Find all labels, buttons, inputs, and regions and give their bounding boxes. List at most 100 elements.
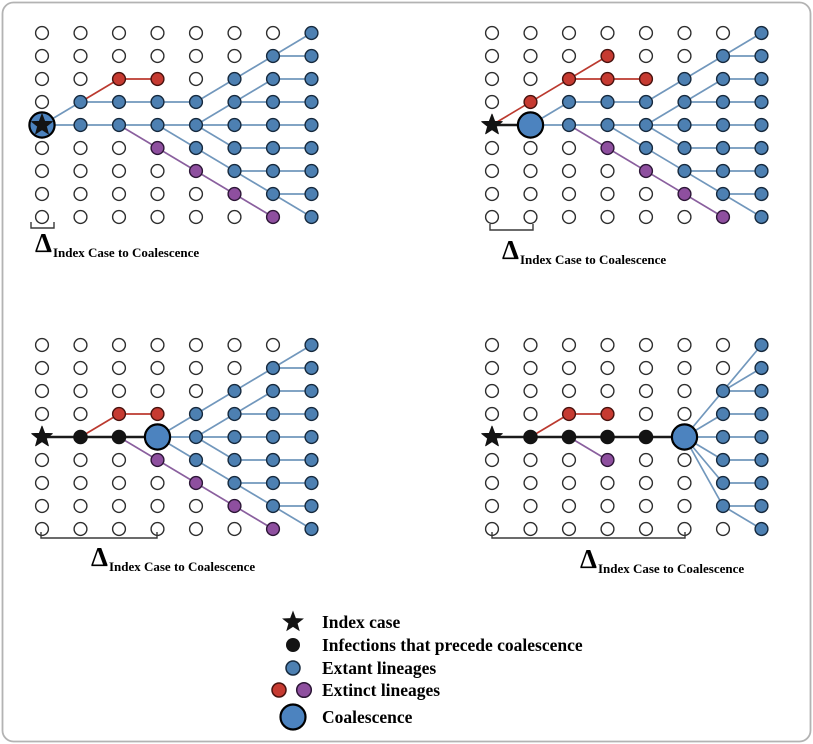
preceding-infection-dot xyxy=(111,429,127,445)
extinct-lineage-red-dot xyxy=(600,48,615,64)
extinct-lineage-purple-dot xyxy=(265,209,281,225)
legend-extinct-red-dot-icon xyxy=(271,682,287,698)
susceptible-node-dot xyxy=(34,48,50,64)
susceptible-node-dot xyxy=(561,25,577,41)
susceptible-node-dot xyxy=(188,48,204,64)
susceptible-node-dot xyxy=(150,337,165,353)
susceptible-node-dot xyxy=(561,186,577,202)
extant-lineage-dot xyxy=(265,383,281,399)
extinct-lineage-purple-dot xyxy=(600,140,615,156)
susceptible-node-dot xyxy=(111,521,127,537)
susceptible-node-dot xyxy=(188,186,204,202)
extant-lineage-dot xyxy=(754,140,769,156)
extinct-lineage-red-dot xyxy=(600,406,615,422)
transmission-line-red xyxy=(80,78,120,103)
susceptible-node-dot xyxy=(677,209,692,225)
susceptible-node-dot xyxy=(73,25,88,41)
susceptible-node-dot xyxy=(227,25,242,41)
extant-lineage-dot xyxy=(715,406,731,422)
susceptible-node-dot xyxy=(34,140,50,156)
susceptible-node-dot xyxy=(265,25,281,41)
extant-lineage-dot xyxy=(304,94,319,110)
extant-lineage-dot xyxy=(304,337,319,353)
transmission-line-red xyxy=(491,55,608,126)
legend-item-label: Extinct lineages xyxy=(322,680,440,700)
extant-lineage-dot xyxy=(265,71,281,87)
extant-lineage-dot xyxy=(754,94,769,110)
susceptible-node-dot xyxy=(523,360,538,376)
susceptible-node-dot xyxy=(638,186,654,202)
susceptible-node-dot xyxy=(523,48,538,64)
extant-lineage-dot xyxy=(265,429,281,445)
extinct-lineage-red-dot xyxy=(111,71,127,87)
susceptible-node-dot xyxy=(638,360,654,376)
susceptible-node-dot xyxy=(111,48,127,64)
susceptible-node-dot xyxy=(265,337,281,353)
extant-lineage-dot xyxy=(265,48,281,64)
susceptible-node-dot xyxy=(111,475,127,491)
extant-lineage-dot xyxy=(754,186,769,202)
susceptible-node-dot xyxy=(561,521,577,537)
susceptible-node-dot xyxy=(73,475,88,491)
extant-lineage-dot xyxy=(188,94,204,110)
susceptible-node-dot xyxy=(561,498,577,514)
transmission-line-blue xyxy=(645,124,685,149)
extant-lineage-dot xyxy=(715,452,731,468)
extant-lineage-dot xyxy=(304,406,319,422)
susceptible-node-dot xyxy=(73,337,88,353)
susceptible-node-dot xyxy=(484,360,500,376)
susceptible-node-dot xyxy=(677,383,692,399)
susceptible-node-dot xyxy=(34,360,50,376)
susceptible-node-dot xyxy=(34,25,50,41)
extant-lineage-dot xyxy=(150,94,165,110)
extant-lineage-dot xyxy=(715,163,731,179)
susceptible-node-dot xyxy=(638,209,654,225)
susceptible-node-dot xyxy=(561,475,577,491)
susceptible-node-dot xyxy=(73,48,88,64)
susceptible-node-dot xyxy=(227,360,242,376)
susceptible-node-dot xyxy=(523,521,538,537)
extant-lineage-dot xyxy=(265,360,281,376)
susceptible-node-dot xyxy=(715,521,731,537)
susceptible-node-dot xyxy=(600,209,615,225)
extant-lineage-dot xyxy=(304,383,319,399)
susceptible-node-dot xyxy=(523,209,538,225)
extant-lineage-dot xyxy=(227,383,242,399)
preceding-infection-dot xyxy=(638,429,654,445)
extant-lineage-dot xyxy=(677,94,692,110)
susceptible-node-dot xyxy=(561,452,577,468)
extant-lineage-dot xyxy=(304,140,319,156)
panel-top-left: ΔIndex Case to Coalescence xyxy=(28,25,319,260)
susceptible-node-dot xyxy=(111,209,127,225)
susceptible-node-dot xyxy=(484,71,500,87)
susceptible-node-dot xyxy=(111,163,127,179)
legend-item: Extinct lineages xyxy=(271,680,440,700)
susceptible-node-dot xyxy=(523,498,538,514)
extant-lineage-dot xyxy=(677,117,692,133)
susceptible-node-dot xyxy=(561,360,577,376)
extant-lineage-dot xyxy=(265,452,281,468)
susceptible-node-dot xyxy=(73,209,88,225)
extant-lineage-dot xyxy=(265,163,281,179)
transmission-line-blue xyxy=(195,32,312,103)
transmission-line-blue xyxy=(645,32,762,103)
delta-bracket xyxy=(30,222,55,229)
extant-lineage-dot xyxy=(754,475,769,491)
preceding-infection-dot xyxy=(600,429,615,445)
delta-subscript: Index Case to Coalescence xyxy=(109,559,255,574)
susceptible-node-dot xyxy=(638,521,654,537)
susceptible-node-dot xyxy=(677,25,692,41)
extinct-lineage-purple-dot xyxy=(265,521,281,537)
extant-lineage-dot xyxy=(73,94,88,110)
susceptible-node-dot xyxy=(111,360,127,376)
extant-lineage-dot xyxy=(715,48,731,64)
susceptible-node-dot xyxy=(227,521,242,537)
susceptible-node-dot xyxy=(111,140,127,156)
susceptible-node-dot xyxy=(188,360,204,376)
extant-lineage-dot xyxy=(600,117,615,133)
susceptible-node-dot xyxy=(150,209,165,225)
extant-lineage-dot xyxy=(188,117,204,133)
extant-lineage-dot xyxy=(638,140,654,156)
legend-item-label: Extant lineages xyxy=(322,658,436,678)
susceptible-node-dot xyxy=(150,163,165,179)
